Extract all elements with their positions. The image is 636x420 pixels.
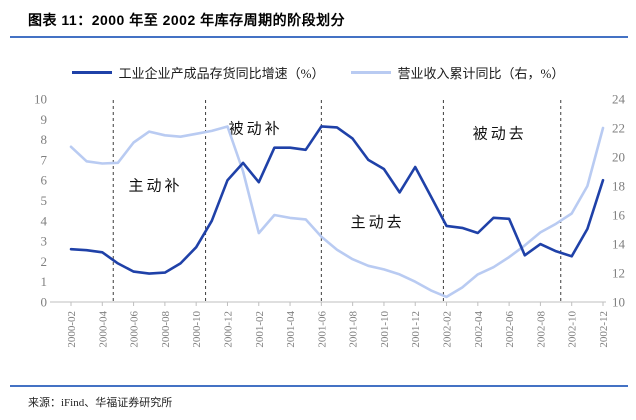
left-axis-tick-label: 0: [41, 295, 48, 310]
x-tick-label: 2000-06: [129, 311, 141, 348]
x-tick-label: 2000-02: [66, 311, 78, 348]
right-axis-tick-label: 10: [612, 295, 625, 310]
x-tick-label: 2000-12: [222, 311, 234, 348]
legend-item-revenue: 营业收入累计同比（右，%）: [350, 63, 565, 82]
left-axis-tick-label: 4: [41, 213, 48, 228]
left-axis-tick-label: 9: [41, 112, 48, 127]
x-tick-label: 2000-10: [191, 311, 203, 348]
left-axis-tick-label: 6: [41, 173, 48, 188]
legend-label-inventory: 工业企业产成品存货同比增速（%）: [118, 66, 325, 81]
x-tick-label: 2001-06: [316, 311, 328, 348]
left-axis-tick-label: 2: [41, 254, 48, 269]
phase-annotation: 主动补: [128, 177, 182, 194]
right-axis-tick-label: 22: [612, 121, 625, 136]
legend-label-revenue: 营业收入累计同比（右，%）: [397, 66, 565, 81]
x-tick-label: 2002-08: [535, 311, 547, 348]
x-tick-label: 2002-04: [473, 311, 485, 348]
left-axis-tick-label: 1: [41, 274, 48, 289]
right-axis-tick-label: 18: [612, 179, 625, 194]
x-tick-label: 2001-12: [410, 311, 422, 348]
phase-annotation: 主动去: [351, 214, 405, 231]
right-axis-tick-label: 16: [612, 208, 626, 223]
x-tick-label: 2001-02: [254, 311, 266, 348]
x-tick-label: 2001-10: [379, 311, 391, 348]
legend-item-inventory: 工业企业产成品存货同比增速（%）: [71, 63, 325, 82]
legend-swatch-inventory: [71, 71, 112, 74]
right-axis-tick-label: 24: [612, 92, 626, 107]
left-axis-tick-label: 3: [41, 234, 48, 249]
footer-divider: [10, 385, 628, 387]
chart-legend: 工业企业产成品存货同比增速（%） 营业收入累计同比（右，%）: [0, 63, 636, 82]
phase-annotation: 被动补: [229, 120, 283, 137]
source-note: 来源：iFind、华福证券研究所: [28, 397, 173, 409]
x-tick-label: 2002-12: [598, 311, 610, 348]
x-tick-label: 2000-08: [160, 311, 172, 348]
left-axis-tick-label: 7: [41, 152, 48, 167]
right-axis-tick-label: 20: [612, 150, 625, 165]
right-axis-tick-label: 12: [612, 266, 625, 281]
figure-title: 图表 11：2000 年至 2002 年库存周期的阶段划分: [28, 12, 346, 28]
left-axis-tick-label: 10: [34, 92, 47, 107]
phase-annotation: 被动去: [473, 126, 527, 143]
legend-swatch-revenue: [350, 71, 391, 74]
x-tick-label: 2001-08: [348, 311, 360, 348]
x-tick-label: 2002-06: [504, 311, 516, 348]
left-axis-tick-label: 8: [41, 132, 48, 147]
x-tick-label: 2001-04: [285, 311, 297, 348]
x-tick-label: 2000-04: [97, 311, 109, 348]
left-axis-tick-label: 5: [41, 193, 48, 208]
x-tick-label: 2002-10: [567, 311, 579, 348]
right-axis-tick-label: 14: [612, 237, 626, 252]
title-divider: [10, 36, 628, 38]
series-line-inventory: [69, 125, 605, 275]
series-line-revenue: [69, 125, 605, 299]
x-tick-label: 2002-02: [442, 311, 454, 348]
